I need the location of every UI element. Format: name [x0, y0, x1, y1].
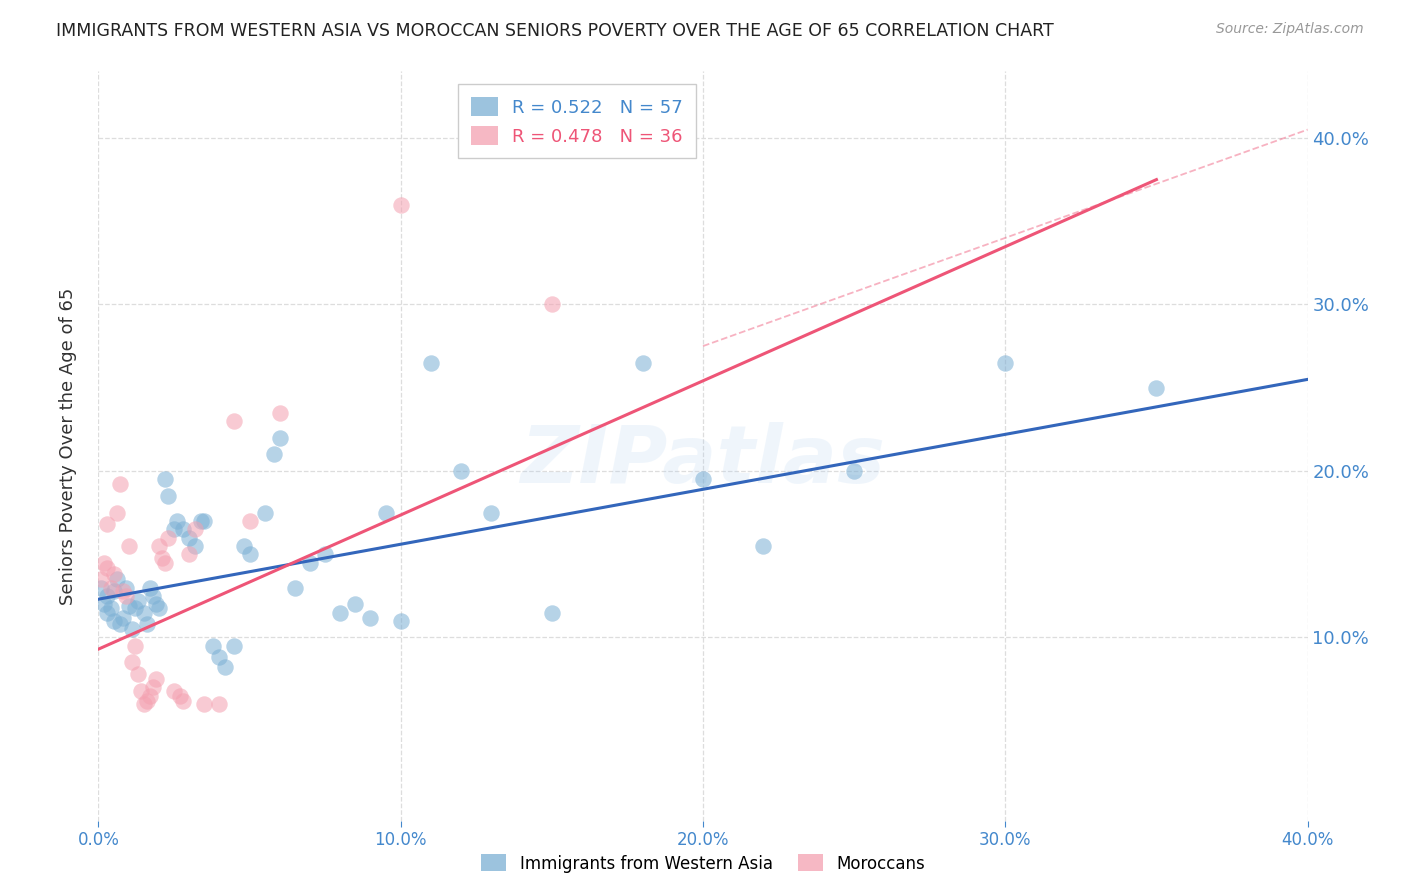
Point — [118, 599, 141, 613]
Text: IMMIGRANTS FROM WESTERN ASIA VS MOROCCAN SENIORS POVERTY OVER THE AGE OF 65 CORR: IMMIGRANTS FROM WESTERN ASIA VS MOROCCAN… — [56, 22, 1054, 40]
Point — [540, 606, 562, 620]
Point — [145, 672, 167, 686]
Point — [118, 539, 141, 553]
Point — [752, 539, 775, 553]
Point — [994, 356, 1017, 370]
Point — [121, 656, 143, 670]
Legend: Immigrants from Western Asia, Moroccans: Immigrants from Western Asia, Moroccans — [475, 847, 931, 880]
Point — [150, 550, 173, 565]
Point — [90, 572, 112, 586]
Point — [148, 600, 170, 615]
Point — [184, 522, 207, 536]
Point — [103, 583, 125, 598]
Point — [344, 597, 367, 611]
Point — [202, 639, 225, 653]
Point — [208, 650, 231, 665]
Point — [108, 477, 131, 491]
Point — [127, 667, 149, 681]
Point — [124, 600, 146, 615]
Point — [193, 514, 215, 528]
Point — [329, 606, 352, 620]
Point — [190, 514, 212, 528]
Point — [93, 556, 115, 570]
Point — [224, 414, 246, 428]
Point — [105, 572, 128, 586]
Point — [127, 594, 149, 608]
Point — [193, 697, 215, 711]
Point — [111, 583, 134, 598]
Point — [420, 356, 443, 370]
Point — [156, 531, 179, 545]
Point — [239, 514, 262, 528]
Point — [263, 447, 285, 461]
Point — [481, 506, 503, 520]
Point — [103, 567, 125, 582]
Point — [540, 297, 562, 311]
Point — [142, 589, 165, 603]
Point — [121, 622, 143, 636]
Point — [166, 514, 188, 528]
Point — [269, 406, 291, 420]
Legend: R = 0.522   N = 57, R = 0.478   N = 36: R = 0.522 N = 57, R = 0.478 N = 36 — [458, 84, 696, 158]
Text: Source: ZipAtlas.com: Source: ZipAtlas.com — [1216, 22, 1364, 37]
Point — [269, 431, 291, 445]
Point — [284, 581, 307, 595]
Point — [108, 617, 131, 632]
Point — [253, 506, 276, 520]
Y-axis label: Seniors Poverty Over the Age of 65: Seniors Poverty Over the Age of 65 — [59, 287, 77, 605]
Point — [142, 681, 165, 695]
Point — [132, 697, 155, 711]
Point — [103, 614, 125, 628]
Point — [450, 464, 472, 478]
Point — [105, 506, 128, 520]
Point — [132, 606, 155, 620]
Point — [224, 639, 246, 653]
Point — [96, 517, 118, 532]
Point — [100, 581, 122, 595]
Point — [139, 581, 162, 595]
Point — [172, 522, 194, 536]
Point — [631, 356, 654, 370]
Point — [114, 581, 136, 595]
Point — [129, 683, 152, 698]
Point — [239, 547, 262, 561]
Point — [114, 589, 136, 603]
Text: ZIPatlas: ZIPatlas — [520, 422, 886, 500]
Point — [96, 606, 118, 620]
Point — [314, 547, 336, 561]
Point — [179, 547, 201, 561]
Point — [124, 639, 146, 653]
Point — [374, 506, 396, 520]
Point — [96, 560, 118, 574]
Point — [692, 472, 714, 486]
Point — [1144, 381, 1167, 395]
Point — [172, 694, 194, 708]
Point — [844, 464, 866, 478]
Point — [139, 689, 162, 703]
Point — [208, 697, 231, 711]
Point — [163, 522, 186, 536]
Point — [389, 197, 412, 211]
Point — [100, 600, 122, 615]
Point — [135, 617, 157, 632]
Point — [111, 610, 134, 624]
Point — [96, 589, 118, 603]
Point — [145, 597, 167, 611]
Point — [169, 689, 191, 703]
Point — [135, 694, 157, 708]
Point — [299, 556, 322, 570]
Point — [163, 683, 186, 698]
Point — [214, 660, 236, 674]
Point — [232, 539, 254, 553]
Point — [93, 597, 115, 611]
Point — [360, 610, 382, 624]
Point — [153, 556, 176, 570]
Point — [90, 581, 112, 595]
Point — [148, 539, 170, 553]
Point — [184, 539, 207, 553]
Point — [389, 614, 412, 628]
Point — [156, 489, 179, 503]
Point — [179, 531, 201, 545]
Point — [153, 472, 176, 486]
